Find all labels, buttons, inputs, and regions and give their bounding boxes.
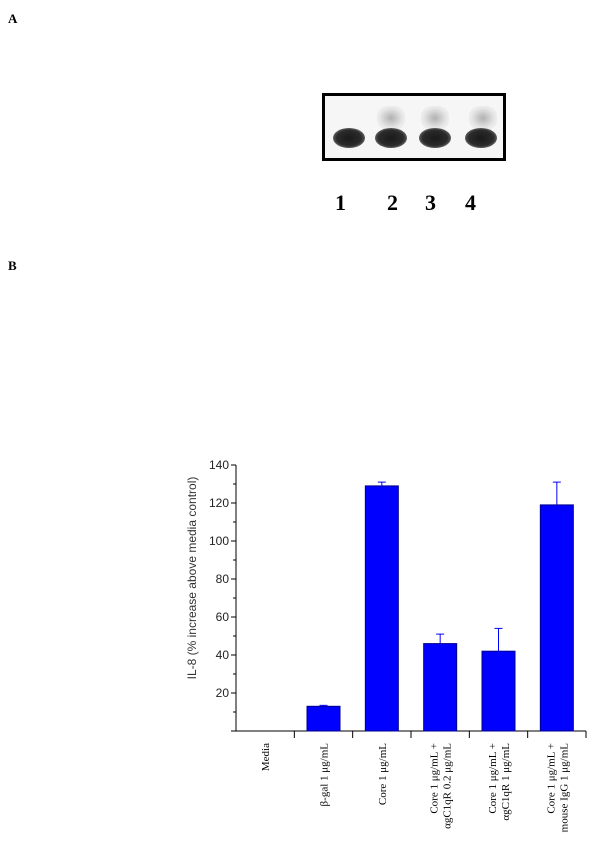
panel-b-label: B <box>8 258 17 273</box>
y-tick-label: 120 <box>209 496 229 510</box>
y-axis-label: IL-8 (% increase above media control) <box>185 477 199 680</box>
x-tick-label: αgC1qR 0.2 μg/mL <box>442 743 454 829</box>
x-tick-label: αgC1qR 1 μg/mL <box>500 743 512 821</box>
blot-smear-lane-4 <box>469 106 497 130</box>
x-tick-label: Core 1 μg/mL + <box>545 743 557 814</box>
bar <box>539 504 574 732</box>
x-tick-label: Core 1 μg/mL + <box>429 743 441 814</box>
blot-band-lane-4 <box>465 128 497 148</box>
lane-number-4: 4 <box>465 190 476 215</box>
lane-number-1: 1 <box>335 190 346 215</box>
y-tick-label: 100 <box>209 534 229 548</box>
blot-smear-lane-3 <box>421 106 449 130</box>
bar <box>481 650 516 732</box>
x-tick-label: Core 1 μg/mL + <box>487 743 499 814</box>
lane-number-2: 2 <box>387 190 398 215</box>
lane-number-3: 3 <box>425 190 436 215</box>
y-tick-label: 40 <box>216 648 230 662</box>
blot-smear-lane-2 <box>377 106 405 130</box>
blot-band-lane-3 <box>419 128 451 148</box>
x-tick-label: Core 1 μg/mL <box>377 743 389 805</box>
bar <box>423 643 458 732</box>
western-blot-image <box>322 93 506 161</box>
x-tick-label: Media <box>260 743 272 771</box>
x-tick-label: mouse IgG 1 μg/mL <box>558 743 570 833</box>
y-tick-label: 80 <box>216 572 230 586</box>
panel-a-label: A <box>8 11 18 26</box>
blot-band-lane-2 <box>375 128 407 148</box>
bar <box>364 485 399 732</box>
bar <box>306 705 341 732</box>
y-tick-label: 60 <box>216 610 230 624</box>
x-tick-label: β-gal 1 μg/mL <box>319 743 331 807</box>
y-tick-label: 140 <box>209 458 229 472</box>
blot-band-lane-1 <box>333 128 365 148</box>
y-tick-label: 20 <box>216 686 230 700</box>
